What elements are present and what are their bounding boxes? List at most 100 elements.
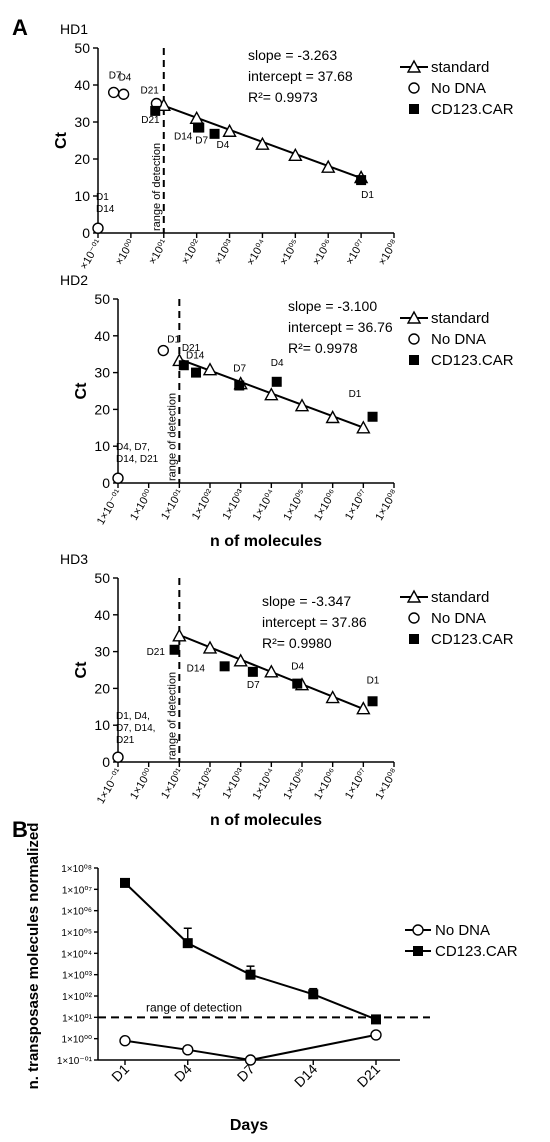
stat-slope: slope = -3.347	[262, 593, 351, 609]
point-cd123-car	[356, 175, 367, 186]
x-tick-label: D21	[354, 1061, 384, 1091]
x-tick-label: 1×10⁰⁷	[343, 487, 370, 522]
y-tick-label: 1×10⁻⁰¹	[57, 1056, 93, 1067]
point-standard	[325, 410, 340, 424]
point-cd123-car	[271, 376, 282, 387]
point-label: D14	[187, 663, 206, 674]
series-line-cd123-car	[124, 882, 377, 1021]
point-label: D1	[367, 675, 380, 686]
x-tick-label: ×10⁰⁷	[344, 237, 368, 266]
x-tick-label: 1×10⁰⁷	[343, 766, 370, 801]
y-tick-label: 1×10⁰⁰	[61, 1035, 92, 1046]
point-standard	[189, 110, 204, 125]
x-tick-label: 1×10⁰⁴	[251, 766, 278, 802]
point-cd123-car	[292, 678, 303, 689]
x-tick-label: 1×10⁰³	[220, 766, 247, 801]
x-tick-label: ×10⁻⁰¹	[78, 237, 105, 271]
point-standard	[222, 123, 237, 137]
x-tick-label: ×10⁰⁰	[113, 237, 137, 267]
legend-label: CD123.CAR	[435, 943, 518, 960]
point-label: D14	[174, 132, 193, 143]
point-label: D21	[147, 647, 166, 658]
y-tick-label: 0	[82, 225, 90, 241]
point-cd123-car	[247, 666, 258, 677]
point-cd123-car	[150, 105, 161, 116]
point-label: D1, D4, D7, D14, D21	[116, 711, 155, 746]
point-no-dna	[370, 1029, 382, 1041]
x-tick-label: D14	[291, 1061, 321, 1091]
point-cd123-car	[191, 367, 202, 378]
point-cd123-car	[194, 122, 205, 133]
x-tick-label: 1×10⁻⁰¹	[95, 766, 125, 806]
y-tick-label: 1×10⁰⁴	[61, 949, 92, 960]
y-axis-label: n. transposase molecules normalized	[25, 823, 42, 1090]
point-no-dna	[244, 1054, 257, 1066]
point-cd123-car	[367, 411, 378, 422]
y-tick-label: 50	[94, 291, 110, 307]
y-tick-label: 0	[102, 754, 110, 770]
x-tick-label: 1×10⁰⁰	[128, 487, 155, 523]
x-tick-label: 1×10⁰²	[190, 766, 217, 801]
legend-label: CD123.CAR	[431, 101, 514, 118]
point-label: D7	[195, 136, 208, 147]
stat-slope: slope = -3.263	[248, 47, 337, 63]
point-no-dna	[119, 1035, 131, 1047]
y-axis-label: Ct	[53, 131, 70, 149]
point-cd123-car	[308, 989, 319, 1000]
stat-intercept: intercept = 36.76	[288, 319, 393, 335]
y-tick-label: 20	[94, 401, 110, 417]
x-tick-label: 1×10⁰²	[190, 487, 217, 522]
legend-label: No DNA	[431, 331, 486, 348]
stat-r2: R²= 0.9980	[262, 635, 332, 651]
y-axis-label: Ct	[73, 382, 90, 400]
x-axis-label: n of molecules	[210, 812, 322, 829]
legend-marker	[408, 612, 420, 624]
legend-label: CD123.CAR	[431, 631, 514, 648]
point-label: D14	[186, 351, 205, 362]
panel-title: HD3	[60, 551, 88, 567]
point-no-dna	[182, 1044, 194, 1056]
legend-label: No DNA	[431, 80, 486, 97]
point-cd123-car	[371, 1014, 381, 1025]
y-tick-label: 40	[94, 328, 110, 344]
y-tick-label: 20	[74, 151, 90, 167]
point-label: D7	[247, 680, 260, 691]
point-no-dna	[107, 86, 120, 99]
point-standard	[202, 362, 218, 376]
stat-r2: R²= 0.9978	[288, 340, 358, 356]
legend-label: standard	[431, 59, 489, 76]
point-no-dna	[92, 222, 104, 234]
y-tick-label: 40	[74, 77, 90, 93]
legend-marker	[409, 634, 419, 644]
x-tick-label: D1	[108, 1061, 132, 1085]
point-cd123-car	[234, 380, 245, 391]
stat-r2: R²= 0.9973	[248, 89, 318, 105]
y-tick-label: 1×10⁰²	[62, 992, 93, 1003]
x-axis-label: Days	[230, 1117, 268, 1134]
x-tick-label: ×10⁰⁴	[245, 237, 269, 267]
y-tick-label: 10	[74, 188, 90, 204]
x-tick-label: ×10⁰¹	[147, 237, 171, 266]
point-no-dna	[112, 472, 124, 484]
stat-intercept: intercept = 37.86	[262, 614, 367, 630]
y-tick-label: 40	[94, 607, 110, 623]
series-line-no-dna	[124, 1033, 377, 1062]
y-tick-label: 1×10⁰⁵	[61, 928, 92, 939]
y-tick-label: 1×10⁰¹	[62, 1013, 93, 1024]
legend-marker	[408, 82, 420, 94]
legend-marker	[412, 924, 424, 936]
x-tick-label: D4	[171, 1061, 195, 1085]
point-label: D1	[361, 190, 374, 201]
y-tick-label: 10	[94, 438, 110, 454]
legend-marker	[406, 589, 422, 603]
x-tick-label: 1×10⁰⁶	[312, 767, 339, 802]
legend-marker	[409, 355, 419, 365]
point-standard	[321, 159, 336, 173]
detection-label: range of detection	[146, 1000, 242, 1014]
point-standard	[233, 653, 248, 667]
panel-title: HD1	[60, 21, 88, 37]
point-label: D4	[119, 72, 132, 83]
legend-label: No DNA	[435, 922, 490, 939]
